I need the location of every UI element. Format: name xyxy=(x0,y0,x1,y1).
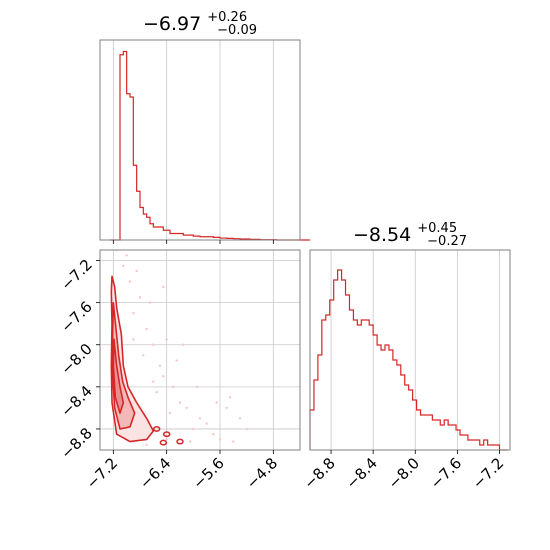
panel-4-frame xyxy=(309,249,511,451)
x-tick-label: −5.6 xyxy=(189,454,227,492)
scatter-point xyxy=(245,427,248,431)
scatter-point xyxy=(228,396,232,399)
y-tick-label: −8.4 xyxy=(57,382,95,420)
title-2-median: −8.54 xyxy=(353,224,411,246)
y-tick-label: −8.0 xyxy=(57,340,95,378)
contour-island xyxy=(176,438,184,445)
title-2: −8.54 +0.45 −0.27 xyxy=(353,215,467,249)
scatter-point xyxy=(142,354,145,357)
title-1: −6.97 +0.26 −0.09 xyxy=(143,4,257,38)
scatter-point xyxy=(205,422,208,425)
scatter-point xyxy=(192,427,195,431)
y-tick-label: −8.8 xyxy=(57,424,95,462)
scatter-point xyxy=(185,406,188,410)
title-2-plus: +0.45 xyxy=(417,221,457,236)
scatter-point xyxy=(145,443,148,446)
scatter-point xyxy=(178,401,182,404)
contour-island xyxy=(159,439,168,446)
scatter-point xyxy=(158,364,162,367)
scatter-point xyxy=(145,327,148,331)
x-tick-label: −7.6 xyxy=(427,454,465,492)
scatter-point xyxy=(162,375,165,378)
scatter-point xyxy=(128,280,132,283)
scatter-point xyxy=(172,385,175,389)
scatter-point xyxy=(125,254,128,257)
scatter-point xyxy=(148,301,152,304)
x-tick-label: −8.0 xyxy=(385,454,423,492)
scatter-point xyxy=(215,401,218,404)
title-1-plus: +0.26 xyxy=(207,10,247,25)
scatter-point xyxy=(132,311,135,315)
scatter-point xyxy=(165,438,168,441)
x-tick-label: −8.4 xyxy=(342,454,380,492)
scatter-point xyxy=(225,406,228,410)
x-tick-label: −7.2 xyxy=(83,454,121,492)
scatter-point xyxy=(135,269,138,273)
y-tick-label: −7.2 xyxy=(57,256,95,294)
y-tick-label: −7.6 xyxy=(57,298,95,336)
scatter-point xyxy=(132,338,135,341)
scatter-point xyxy=(212,433,215,436)
scatter-point xyxy=(182,343,185,346)
scatter-point xyxy=(122,264,125,267)
title-2-minus: −0.27 xyxy=(427,234,467,249)
scatter-point xyxy=(155,390,158,394)
contour-island xyxy=(152,425,161,432)
x-tick-label: −4.8 xyxy=(243,454,281,492)
scatter-point xyxy=(138,296,142,299)
scatter-point xyxy=(198,417,202,420)
contour-island xyxy=(162,431,171,438)
x-tick-label: −8.8 xyxy=(300,454,338,492)
x-tick-label: −7.2 xyxy=(469,454,507,492)
scatter-point xyxy=(195,385,198,389)
histogram-panel-1: −6.97 +0.26 −0.09 xyxy=(99,4,310,244)
histogram-1-steps xyxy=(110,50,310,241)
scatter-point xyxy=(218,438,222,441)
scatter-point xyxy=(165,338,168,341)
panel-1-frame xyxy=(99,39,301,241)
scatter-point xyxy=(152,343,155,346)
contour-level xyxy=(112,338,125,414)
scatter-point xyxy=(188,440,192,443)
scatter-point xyxy=(168,411,172,415)
scatter-point xyxy=(175,359,178,362)
title-1-median: −6.97 xyxy=(143,13,201,35)
panel-3-frame xyxy=(99,249,301,451)
histogram-panel-2: −8.8 −8.4 −8.0 −7.6 −7.2 −8.54 +0.45 −0.27 xyxy=(300,215,511,493)
scatter-points xyxy=(115,250,248,446)
contour-lines xyxy=(110,275,184,446)
scatter-point xyxy=(162,285,165,289)
scatter-point xyxy=(152,380,155,383)
title-1-minus: −0.09 xyxy=(217,23,257,38)
x-tick-label: −6.4 xyxy=(136,454,174,492)
scatter-contour-panel: −7.2 −6.4 −5.6 −4.8 −7.2 −7.6 −8.0 −8.4 −8.8 xyxy=(57,249,301,493)
scatter-point xyxy=(232,440,235,443)
histogram-2-steps xyxy=(309,269,508,451)
scatter-point xyxy=(238,417,242,420)
